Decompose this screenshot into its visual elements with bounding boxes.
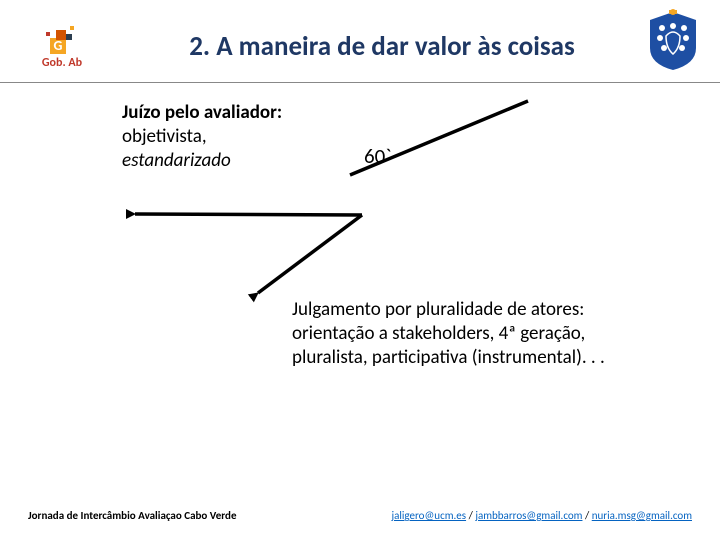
footer-right: jaligero@ucm.es / jambbarros@gmail.com /… [391,509,692,522]
text-block-plurality: Julgamento por pluralidade de atores: or… [292,298,632,369]
footer-left: Jornada de Intercâmbio Avaliaçao Cabo Ve… [28,509,237,522]
header: G Gob. Ab 2. A maneira de dar valor às c… [0,0,720,83]
email-link-2[interactable]: jambbarros@gmail.com [475,509,582,522]
email-link-3[interactable]: nuria.msg@gmail.com [592,509,692,522]
angle-diagram [0,83,720,463]
content-area: Juízo pelo avaliador: objetivista, estan… [0,83,720,463]
separator: / [585,509,592,522]
page-title: 2. A maneira de dar valor às coisas [74,30,690,63]
footer: Jornada de Intercâmbio Avaliaçao Cabo Ve… [0,509,720,522]
email-link-1[interactable]: jaligero@ucm.es [391,509,466,522]
logo-right-shield [646,8,700,72]
svg-text:G: G [54,37,63,54]
